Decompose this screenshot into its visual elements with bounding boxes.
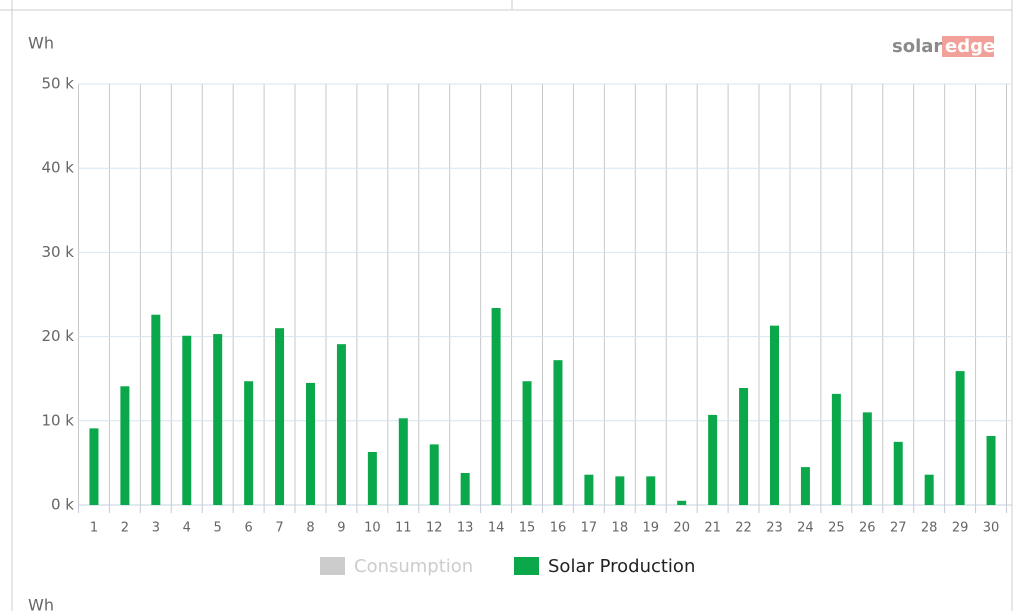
x-tick-label: 17: [581, 521, 598, 536]
bar: [182, 335, 192, 505]
x-tick-label: 5: [214, 521, 222, 536]
x-tick-label: 27: [890, 521, 907, 536]
x-tick-label: 18: [612, 521, 629, 536]
y-tick-label: 20 k: [41, 327, 74, 345]
next-chart-label: Wh: [28, 596, 54, 611]
x-tick-label: 10: [364, 521, 381, 536]
x-tick-label: 21: [704, 521, 721, 536]
y-tick-label: 30 k: [41, 243, 74, 261]
x-tick-label: 7: [275, 521, 283, 536]
x-tick-label: 19: [642, 521, 659, 536]
y-tick-label: 40 k: [41, 159, 74, 177]
y-tick-label: 50 k: [41, 75, 74, 93]
x-tick-label: 22: [735, 521, 752, 536]
bar: [398, 418, 408, 505]
x-tick-label: 1: [90, 521, 98, 536]
x-tick-label: 24: [797, 521, 814, 536]
bar: [306, 382, 315, 505]
bar: [646, 476, 656, 505]
bar: [367, 451, 377, 505]
bar: [429, 444, 439, 505]
bar: [955, 371, 965, 505]
legend-label[interactable]: Solar Production: [548, 556, 695, 577]
x-tick-label: 20: [673, 521, 690, 536]
legend-label[interactable]: Consumption: [354, 556, 473, 577]
bar: [677, 500, 687, 505]
bar: [708, 414, 718, 505]
bar: [89, 428, 99, 505]
bar: [244, 381, 254, 505]
bar: [553, 360, 563, 505]
x-tick-label: 25: [828, 521, 845, 536]
x-tick-label: 30: [983, 521, 1000, 536]
x-tick-label: 26: [859, 521, 876, 536]
bar: [491, 307, 501, 505]
x-tick-label: 3: [152, 521, 160, 536]
bar: [770, 325, 779, 505]
bar: [460, 473, 470, 505]
x-tick-label: 15: [519, 521, 536, 536]
x-tick-label: 12: [426, 521, 443, 536]
x-tick-label: 13: [457, 521, 474, 536]
logo-text: solar: [892, 36, 942, 57]
bar: [213, 334, 223, 505]
x-tick-label: 16: [550, 521, 567, 536]
bar: [893, 441, 903, 505]
logo-background: [942, 36, 994, 57]
x-tick-label: 4: [183, 521, 191, 536]
bar: [800, 467, 810, 505]
bar: [986, 435, 996, 505]
x-tick-label: 14: [488, 521, 505, 536]
bar: [275, 328, 285, 505]
legend-swatch: [514, 557, 539, 575]
x-tick-label: 11: [395, 521, 412, 536]
x-tick-label: 29: [952, 521, 969, 536]
logo: solar edge: [892, 36, 995, 57]
bar: [924, 474, 934, 505]
legend-swatch: [320, 557, 345, 575]
x-tick-label: 9: [337, 521, 345, 536]
bar: [120, 386, 130, 505]
bar: [522, 381, 532, 505]
bar: [831, 393, 841, 505]
bar: [151, 314, 161, 505]
bar: [584, 474, 594, 505]
x-tick-label: 2: [121, 521, 129, 536]
bar: [739, 387, 749, 505]
x-tick-label: 23: [766, 521, 783, 536]
y-axis-label: Wh: [28, 34, 54, 53]
y-tick-label: 0 k: [51, 496, 74, 514]
y-tick-label: 10 k: [41, 411, 74, 429]
x-tick-label: 28: [921, 521, 938, 536]
bar: [862, 412, 872, 505]
bar: [336, 344, 346, 505]
bar: [615, 476, 625, 505]
x-tick-label: 6: [244, 521, 252, 536]
x-tick-label: 8: [306, 521, 314, 536]
logo-text: edge: [945, 36, 995, 57]
